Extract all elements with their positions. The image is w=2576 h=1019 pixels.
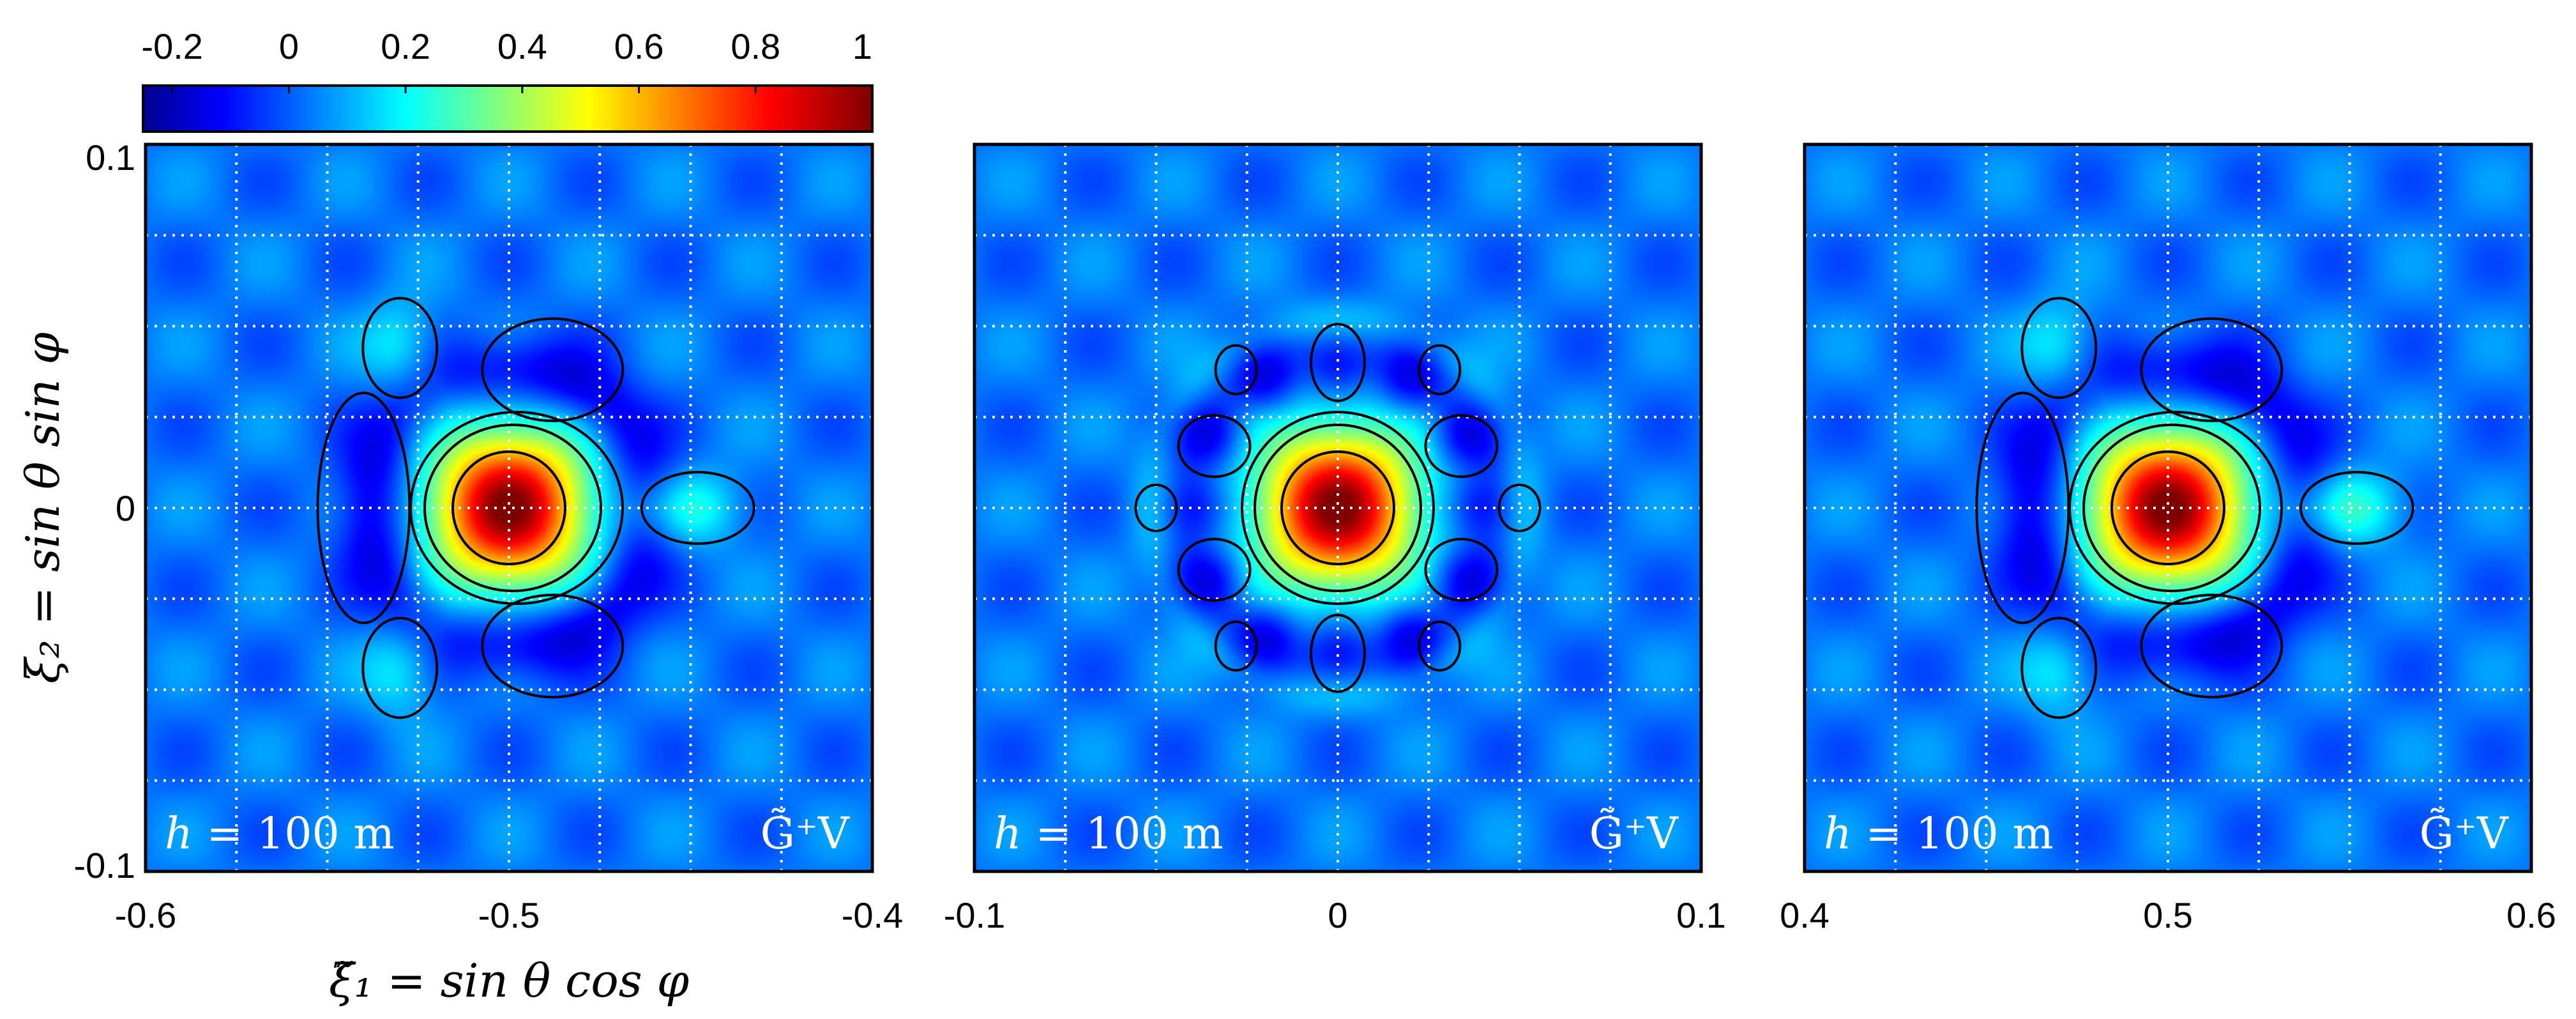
contour-line <box>2110 450 2225 565</box>
contour-line <box>1214 620 1258 672</box>
contour-line <box>1424 537 1499 602</box>
colorbar-tick-label: 0.4 <box>497 26 547 66</box>
contour-line <box>1310 613 1366 693</box>
contour-line <box>1134 484 1178 532</box>
colorbar-tick-label: 0.8 <box>731 26 780 66</box>
y-axis-ticks: 0.1 0 -0.1 <box>74 137 136 885</box>
contour-line <box>423 424 602 592</box>
y-axis-label: ξ₂ = sin θ sin φ <box>16 332 70 684</box>
contour-lines-right <box>1975 296 2414 719</box>
contour-line <box>1177 414 1252 479</box>
height-annotation-left: h = 100 m <box>165 809 395 859</box>
x-axis-ticks: -0.6 -0.5 -0.4 -0.1 0 0.1 0.4 0.5 0.6 <box>115 895 2556 935</box>
contour-line <box>1280 450 1395 565</box>
contour-line <box>316 392 411 624</box>
colorbar-gradient <box>142 84 874 133</box>
contour-line <box>361 296 439 399</box>
contour-line <box>1241 411 1435 605</box>
plot-frame-middle <box>973 142 1703 873</box>
heatmap-panel-middle: h = 100 m G̃⁺V <box>973 142 1703 873</box>
x-tick-label: 0.4 <box>1780 895 1830 935</box>
colorbar-tick-label: 1 <box>852 26 872 66</box>
contour-line <box>1418 620 1462 672</box>
heatmap-panel-left: h = 100 m G̃⁺V <box>144 142 874 873</box>
y-tick-label: -0.1 <box>74 845 136 885</box>
plot-frame-right <box>1803 142 2533 873</box>
operator-annotation-left: G̃⁺V <box>761 809 851 859</box>
operator-annotation-right: G̃⁺V <box>2420 809 2510 859</box>
contour-line <box>1214 344 1258 395</box>
contour-line <box>1418 344 1462 395</box>
height-annotation-right: h = 100 m <box>1824 809 2054 859</box>
x-tick-label: -0.6 <box>115 895 177 935</box>
colorbar-tick-label: 0.6 <box>614 26 664 66</box>
heatmap-image-middle <box>974 144 1701 871</box>
x-axis-label: ξ̃₁ = sin θ cos φ <box>329 954 690 1008</box>
colorbar-tick-label: 0 <box>279 26 299 66</box>
contour-line <box>1497 484 1542 532</box>
heatmap-image-left <box>146 144 872 871</box>
colorbar-tick-label: 0.2 <box>381 26 430 66</box>
colorbar-tick-label: -0.2 <box>141 26 203 66</box>
contour-line <box>1177 537 1252 602</box>
colorbar-ticks: -0.2 0 0.2 0.4 0.6 0.8 1 <box>141 26 874 93</box>
contour-line <box>2299 471 2414 545</box>
heatmap-image-right <box>1805 144 2531 871</box>
y-tick-label: 0 <box>116 488 135 528</box>
x-tick-label: -0.4 <box>842 895 904 935</box>
contour-line <box>481 594 625 699</box>
contour-line <box>2082 424 2261 592</box>
contour-line <box>2140 594 2284 699</box>
x-tick-label: -0.5 <box>478 895 540 935</box>
contour-lines-middle <box>1134 323 1542 693</box>
height-annotation-middle: h = 100 m <box>994 809 1224 859</box>
contour-line <box>361 617 439 719</box>
contour-line <box>2020 296 2098 399</box>
contour-line <box>451 450 566 565</box>
x-tick-label: 0.5 <box>2143 895 2193 935</box>
contour-lines-left <box>316 296 755 719</box>
plot-frame-left <box>144 142 874 873</box>
contour-line <box>640 471 755 545</box>
x-tick-label: -0.1 <box>944 895 1006 935</box>
colorbar: -0.2 0 0.2 0.4 0.6 0.8 1 <box>141 26 874 133</box>
x-tick-label: 0.6 <box>2506 895 2556 935</box>
contour-line <box>1310 323 1366 402</box>
y-tick-label: 0.1 <box>86 137 135 178</box>
contour-line <box>2140 317 2284 422</box>
x-tick-label: 0.1 <box>1676 895 1726 935</box>
contour-line <box>481 317 625 422</box>
x-tick-label: 0 <box>1328 895 1347 935</box>
operator-annotation-middle: G̃⁺V <box>1589 809 1679 859</box>
contour-line <box>1975 392 2070 624</box>
contour-line <box>1424 414 1499 479</box>
contour-line <box>2020 617 2098 719</box>
heatmap-panel-right: h = 100 m G̃⁺V <box>1803 142 2533 873</box>
contour-line <box>1254 424 1422 592</box>
